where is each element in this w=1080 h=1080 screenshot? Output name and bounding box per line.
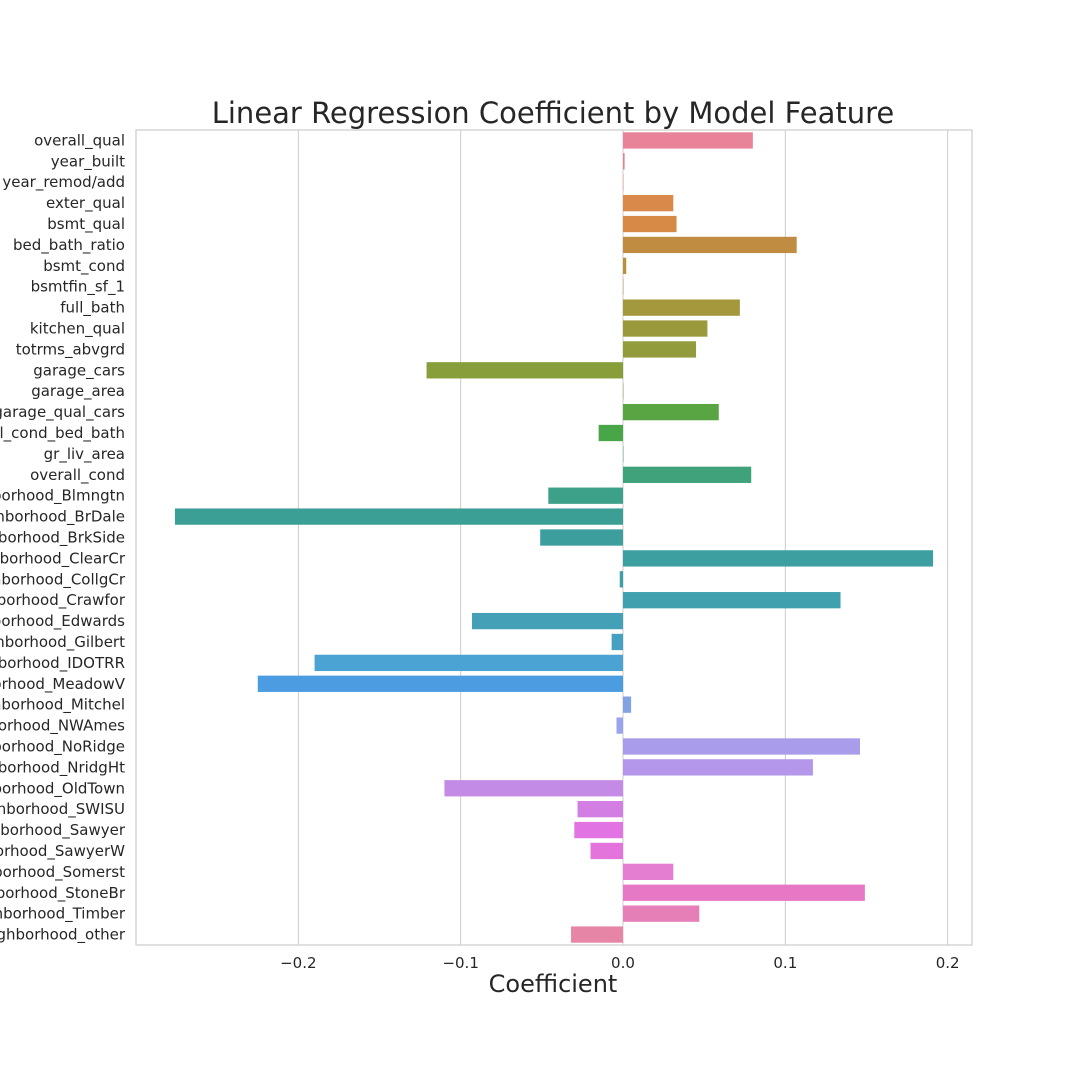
plot-area: [135, 129, 973, 946]
bar: [622, 863, 674, 881]
y-category-label: exter_qual: [46, 194, 125, 213]
y-category-label: neighborhood_NridgHt: [0, 758, 125, 777]
bar: [622, 905, 700, 922]
bar: [571, 926, 623, 943]
x-tick-label: 0.1: [773, 954, 797, 972]
bar: [257, 675, 623, 692]
y-category-label: garage_cars: [33, 361, 125, 380]
bar: [622, 403, 719, 421]
y-category-label: neighborhood_BrkSide: [0, 529, 125, 548]
bar: [622, 320, 708, 337]
bar: [622, 153, 625, 170]
bar: [611, 633, 623, 651]
y-category-label: neighborhood_Gilbert: [0, 633, 125, 652]
x-tick-label: −0.1: [442, 954, 478, 972]
y-category-label: neighborhood_ClearCr: [0, 549, 126, 568]
y-category-label: neighborhood_BrDale: [0, 508, 125, 527]
y-category-label: year_built: [51, 152, 125, 171]
y-category-label: garage_qual_cars: [0, 403, 125, 422]
bar: [619, 571, 623, 588]
x-tick-label: 0.2: [936, 954, 960, 972]
bar: [622, 759, 813, 776]
y-category-label: totrms_abvgrd: [16, 340, 125, 359]
y-category-label: neighborhood_other: [0, 926, 126, 945]
y-category-label: bsmt_qual: [47, 215, 125, 234]
y-category-label: neighborhood_CollgCr: [0, 570, 126, 589]
bar: [622, 696, 632, 713]
x-tick-labels: −0.2 −0.1 0.0 0.1 0.2: [280, 954, 959, 972]
bar: [616, 717, 623, 734]
chart-title: Linear Regression Coefficient by Model F…: [212, 96, 895, 130]
bar: [622, 884, 865, 901]
y-category-label: bed_bath_ratio: [13, 236, 125, 255]
y-category-label: neighborhood_Edwards: [0, 612, 125, 631]
y-category-label: garage_area: [31, 382, 125, 401]
bar: [426, 362, 623, 379]
bar: [314, 654, 623, 672]
bar: [622, 550, 934, 567]
y-category-label: bsmt_cond: [43, 257, 125, 276]
x-tick-label: −0.2: [280, 954, 316, 972]
bar: [577, 801, 623, 818]
bar: [622, 341, 697, 358]
bar: [574, 821, 623, 839]
y-category-label: full_bath: [60, 299, 125, 318]
bar: [622, 132, 753, 149]
bars: [174, 132, 934, 943]
y-category-label: neighborhood_IDOTRR: [0, 654, 125, 673]
y-category-labels: overall_qual year_built year_remod/addexte…: [0, 131, 126, 944]
y-category-label: gr_liv_area: [44, 445, 125, 464]
bar: [622, 194, 674, 212]
y-category-label: neighborhood_OldTown: [0, 779, 125, 798]
y-category-label: overall_qual: [34, 131, 125, 150]
bar: [598, 424, 623, 442]
bar: [622, 592, 841, 609]
y-category-label: neighborhood_MeadowV: [0, 675, 126, 694]
y-category-label: neighborhood_SWISU: [0, 800, 125, 819]
bar: [174, 508, 623, 525]
bar: [548, 487, 623, 504]
y-category-label: bsmtfin_sf_1: [31, 278, 125, 297]
y-category-label: neighborhood_Somerst: [0, 863, 125, 882]
bar: [622, 466, 752, 483]
bar: [540, 529, 623, 546]
x-axis-label: Coefficient: [489, 970, 618, 998]
bar: [622, 257, 627, 274]
bar: [622, 236, 797, 254]
y-category-label: neighborhood_Crawfor: [0, 591, 126, 610]
y-category-label: neighborhood_StoneBr: [0, 884, 126, 903]
y-category-label: neighborhood_Sawyer: [0, 821, 126, 840]
bar: [622, 299, 740, 316]
y-category-label: neighborhood_SawyerW: [0, 842, 125, 861]
y-category-label: neighborhood_Timber: [0, 905, 126, 924]
bar: [622, 215, 677, 233]
bar: [622, 738, 860, 755]
y-category-label: overall_cond_bed_bath: [0, 424, 125, 443]
y-category-label: neighborhood_Mitchel: [0, 696, 125, 715]
y-category-label: neighborhood_Blmngtn: [0, 487, 125, 506]
y-category-label: year_remod/add: [2, 173, 125, 192]
y-category-label: neighborhood_NWAmes: [0, 717, 125, 736]
bar: [444, 780, 623, 797]
bar: [590, 842, 623, 860]
y-category-label: kitchen_qual: [30, 320, 125, 339]
bar: [472, 612, 623, 630]
y-category-label: overall_cond: [30, 466, 125, 485]
x-tick-label: 0.0: [611, 954, 635, 972]
y-category-label: neighborhood_NoRidge: [0, 737, 125, 756]
